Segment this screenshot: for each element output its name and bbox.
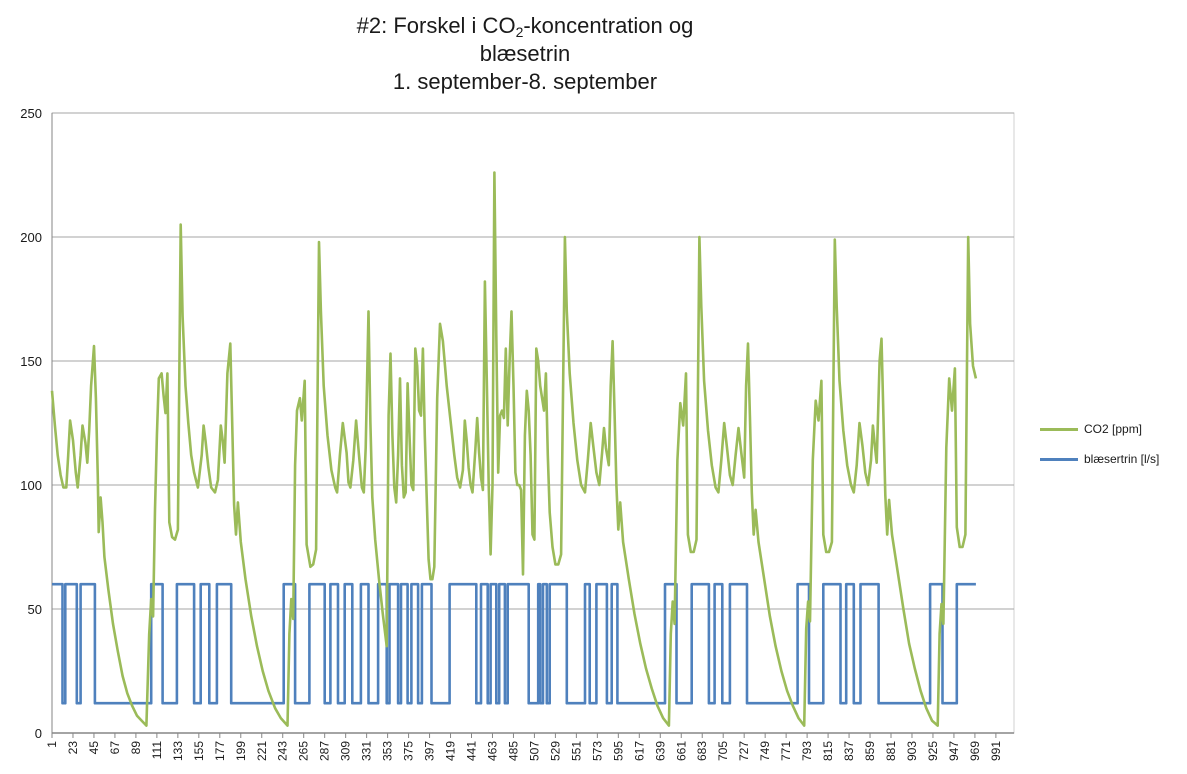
legend-swatch-fan — [1040, 458, 1078, 461]
plot-area-border — [52, 113, 1014, 733]
x-tick-label-375: 375 — [402, 741, 416, 761]
legend-item-co2: CO2 [ppm] — [1040, 418, 1159, 440]
legend-item-fan: blæsertrin [l/s] — [1040, 448, 1159, 470]
x-tick-label-89: 89 — [129, 741, 143, 755]
x-tick-label-529: 529 — [548, 741, 562, 761]
x-tick-label-771: 771 — [779, 741, 793, 761]
x-tick-label-353: 353 — [381, 741, 395, 761]
x-tick-label-23: 23 — [66, 741, 80, 755]
x-tick-label-243: 243 — [276, 741, 290, 761]
x-tick-label-903: 903 — [905, 741, 919, 761]
legend: CO2 [ppm] blæsertrin [l/s] — [1040, 418, 1159, 478]
x-tick-label-133: 133 — [171, 741, 185, 761]
x-tick-label-793: 793 — [800, 741, 814, 761]
x-tick-label-925: 925 — [926, 741, 940, 761]
y-tick-label-0: 0 — [35, 726, 42, 741]
x-tick-label-947: 947 — [947, 741, 961, 761]
x-tick-label-111: 111 — [150, 741, 164, 760]
x-tick-label-331: 331 — [360, 741, 374, 761]
x-tick-label-45: 45 — [87, 741, 101, 755]
x-tick-label-463: 463 — [485, 741, 499, 761]
x-tick-label-309: 309 — [339, 741, 353, 761]
x-tick-label-221: 221 — [255, 741, 269, 761]
y-tick-label-250: 250 — [20, 106, 42, 121]
x-tick-label-727: 727 — [737, 741, 751, 761]
x-tick-label-1: 1 — [45, 741, 59, 748]
x-tick-label-639: 639 — [653, 741, 667, 761]
x-tick-label-199: 199 — [234, 741, 248, 761]
x-tick-label-881: 881 — [884, 741, 898, 761]
x-tick-label-485: 485 — [506, 741, 520, 761]
y-tick-label-150: 150 — [20, 354, 42, 369]
x-tick-label-617: 617 — [632, 741, 646, 761]
x-tick-label-287: 287 — [318, 741, 332, 761]
x-tick-label-155: 155 — [192, 741, 206, 761]
x-tick-label-815: 815 — [821, 741, 835, 761]
x-tick-label-67: 67 — [108, 741, 122, 755]
y-tick-label-100: 100 — [20, 478, 42, 493]
x-tick-label-573: 573 — [590, 741, 604, 761]
y-tick-label-200: 200 — [20, 230, 42, 245]
x-tick-label-683: 683 — [695, 741, 709, 761]
x-tick-label-265: 265 — [297, 741, 311, 761]
series-line-co2 — [52, 173, 976, 726]
x-tick-label-507: 507 — [527, 741, 541, 761]
x-tick-label-837: 837 — [842, 741, 856, 761]
x-tick-label-661: 661 — [674, 741, 688, 761]
x-tick-label-859: 859 — [863, 741, 877, 761]
legend-label-co2: CO2 [ppm] — [1084, 422, 1142, 436]
legend-label-fan: blæsertrin [l/s] — [1084, 452, 1159, 466]
x-tick-label-749: 749 — [758, 741, 772, 761]
legend-swatch-co2 — [1040, 428, 1078, 431]
x-tick-label-177: 177 — [213, 741, 227, 761]
x-tick-label-441: 441 — [465, 741, 479, 761]
x-tick-label-969: 969 — [968, 741, 982, 761]
x-tick-label-705: 705 — [716, 741, 730, 761]
x-tick-label-419: 419 — [444, 741, 458, 761]
series-line-fan — [52, 584, 976, 703]
x-tick-label-551: 551 — [569, 741, 583, 761]
x-tick-label-595: 595 — [611, 741, 625, 761]
y-tick-label-50: 50 — [28, 602, 42, 617]
x-tick-label-991: 991 — [989, 741, 1003, 761]
x-tick-label-397: 397 — [423, 741, 437, 761]
